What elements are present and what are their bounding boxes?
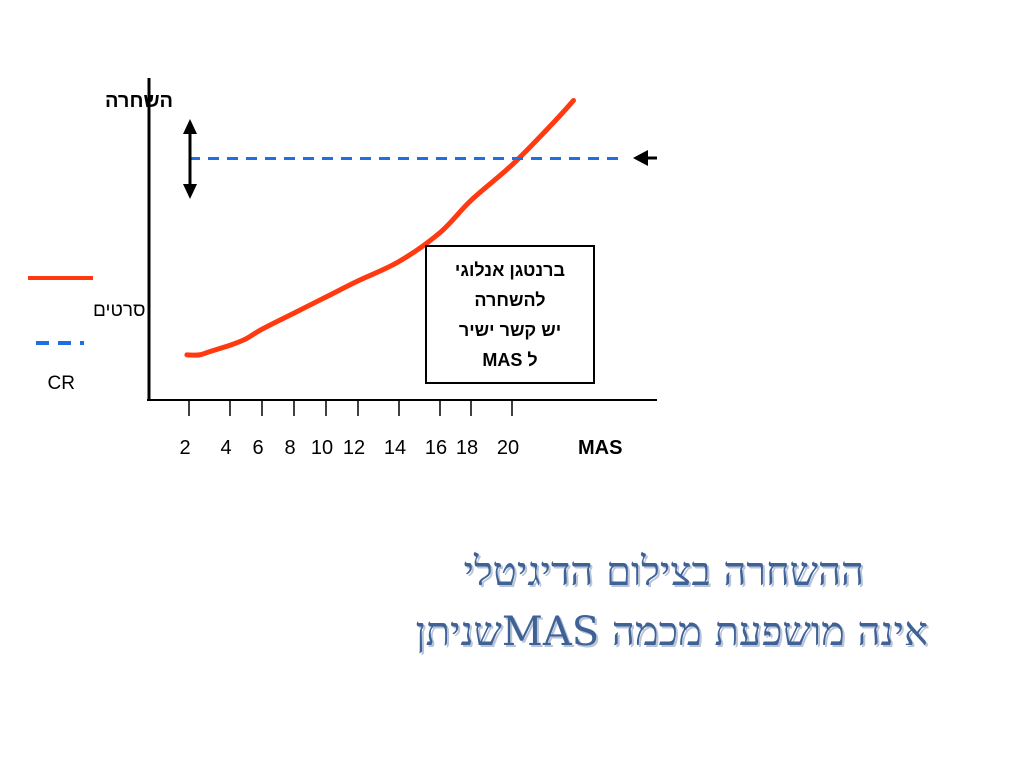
legend-label-films: סרטים: [93, 300, 145, 321]
slide-title-line-2: אינה מושפעת מכמה MASשניתן: [415, 609, 928, 655]
annotation-line-3: יש קשר ישיר: [459, 320, 561, 340]
x-tick-label-16: 16: [425, 437, 447, 459]
y-axis-label: השחרה: [105, 90, 173, 112]
x-tick-label-12: 12: [343, 437, 365, 459]
x-tick-label-4: 4: [220, 437, 231, 459]
legend: סרטים CR: [28, 276, 145, 394]
series-line-films: [184, 98, 576, 358]
x-tick-label-2: 2: [179, 437, 190, 459]
x-axis-label: MAS: [578, 437, 622, 459]
x-tick-label-10: 10: [311, 437, 333, 459]
annotation-box: [425, 245, 595, 384]
left-arrow-icon: [633, 150, 657, 166]
x-tick-label-18: 18: [456, 437, 478, 459]
slide-title-line-1: ההשחרה בצילום הדיגיטלי: [463, 549, 864, 595]
x-tick-label-6: 6: [252, 437, 263, 459]
x-tick-label-14: 14: [384, 437, 406, 459]
annotation-line-2: להשחרה: [474, 290, 545, 310]
x-tick-label-20: 20: [497, 437, 519, 459]
annotation-line-4: ל MAS: [482, 350, 537, 370]
annotation-line-1: ברנטגן אנלוגי: [455, 260, 565, 280]
legend-label-cr: CR: [48, 373, 75, 394]
x-tick-label-8: 8: [284, 437, 295, 459]
double-arrow-icon: [183, 119, 197, 199]
